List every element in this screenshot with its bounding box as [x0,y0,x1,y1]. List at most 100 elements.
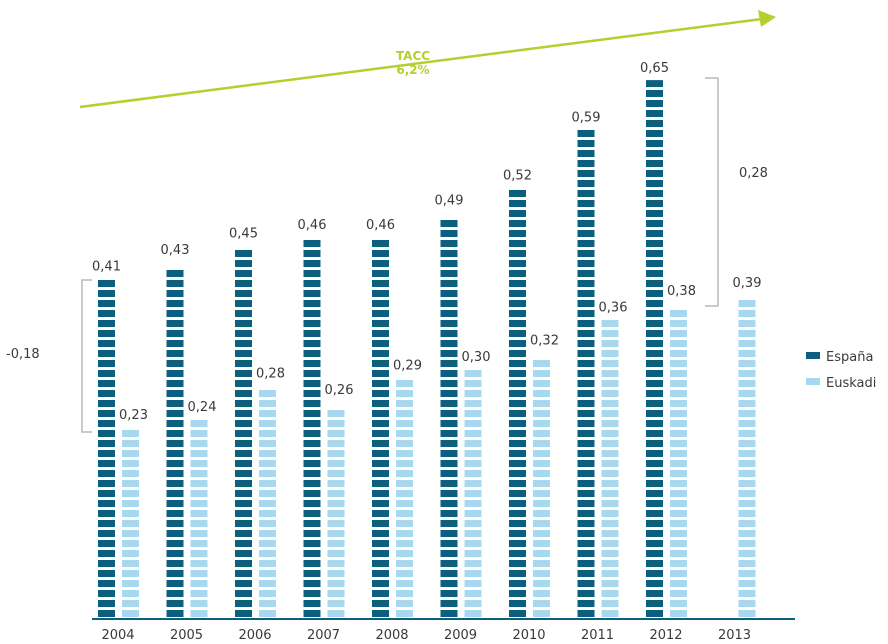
bar-segment [396,500,413,507]
bar-euskadi-2012 [670,310,687,617]
bar-segment [509,420,526,427]
bar-segment [670,470,687,477]
bar-segment [259,430,276,437]
bar-segment [122,570,139,577]
bar-segment [372,570,389,577]
bar-segment [464,380,482,387]
bar-segment [464,580,482,587]
bar-segment [440,550,458,557]
bar-segment [601,520,619,527]
bar-segment [509,530,526,537]
bar-segment [98,430,115,437]
bar-segment [190,490,208,497]
bar-segment [235,460,252,467]
bar-segment [235,410,252,417]
bar-segment [738,310,756,317]
bar-segment [166,330,184,337]
bar-espa-a-2008 [372,240,389,617]
gap-label-2012: 0,28 [739,166,768,181]
bar-segment [166,360,184,367]
bar-segment [440,490,458,497]
bar-segment [166,420,184,427]
bar-segment [372,600,389,607]
bar-segment [166,520,184,527]
bar-segment [601,390,619,397]
bar-segment [601,510,619,517]
bar-segment [190,440,208,447]
bar-segment [259,590,276,597]
legend: España Euskadi [806,350,876,391]
bar-segment [464,560,482,567]
bar-segment [738,610,756,617]
bar-segment [259,520,276,527]
bar-segment [303,590,321,597]
x-tick-2009: 2009 [444,628,477,643]
bar-segment [440,400,458,407]
bar-segment [533,540,550,547]
bar-segment [533,360,550,367]
bar-segment [235,580,252,587]
bar-segment [509,200,526,207]
bar-segment [601,380,619,387]
bar-segment [577,470,595,477]
bar-euskadi-2009 [464,370,482,617]
bar-segment [646,600,663,607]
bar-segment [738,590,756,597]
bar-segment [533,450,550,457]
legend-label-euskadi: Euskadi [826,376,876,391]
bar-segment [533,380,550,387]
bar-segment [235,540,252,547]
bar-segment [670,540,687,547]
bar-segment [235,390,252,397]
bar-segment [577,130,595,137]
bar-segment [303,420,321,427]
bar-segment [98,520,115,527]
bar-segment [670,510,687,517]
bar-segment [670,600,687,607]
bars-group [98,80,756,617]
bar-segment [166,340,184,347]
bar-euskadi-2007 [327,410,345,617]
bar-segment [509,430,526,437]
bar-segment [646,560,663,567]
bar-segment [372,380,389,387]
bar-segment [577,420,595,427]
bar-segment [646,350,663,357]
bar-segment [509,260,526,267]
bar-segment [577,490,595,497]
bar-segment [122,550,139,557]
bar-segment [440,500,458,507]
bar-segment [440,530,458,537]
bar-segment [440,240,458,247]
bar-segment [440,590,458,597]
bar-segment [303,570,321,577]
bar-segment [464,410,482,417]
trend-value: 6,2% [396,63,429,77]
bar-segment [372,240,389,247]
bar-segment [577,230,595,237]
bar-segment [509,280,526,287]
bar-segment [646,280,663,287]
bar-segment [577,250,595,257]
bar-segment [738,550,756,557]
bar-segment [509,520,526,527]
bar-segment [646,330,663,337]
bar-segment [98,470,115,477]
bar-segment [509,320,526,327]
bar-segment [533,580,550,587]
bar-segment [327,580,345,587]
bar-segment [235,480,252,487]
bar-segment [646,300,663,307]
bar-segment [327,440,345,447]
bar-segment [190,430,208,437]
bar-segment [601,460,619,467]
bar-segment [738,400,756,407]
bar-segment [601,320,619,327]
bar-segment [166,550,184,557]
bar-segment [440,290,458,297]
bar-segment [166,540,184,547]
bar-segment [98,590,115,597]
bar-segment [190,500,208,507]
bar-segment [738,520,756,527]
bar-segment [98,440,115,447]
